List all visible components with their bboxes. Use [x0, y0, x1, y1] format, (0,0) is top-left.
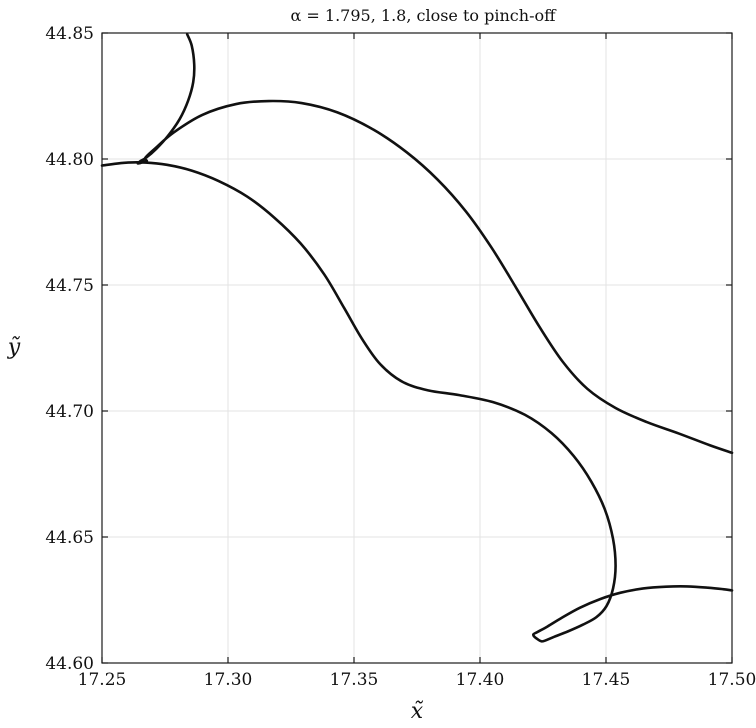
x-axis-label: x̃ [411, 699, 424, 724]
y-tick-label: 44.65 [45, 528, 94, 548]
x-tick-label: 17.50 [708, 670, 756, 690]
y-tick-label: 44.85 [45, 24, 94, 44]
y-tick-label: 44.75 [45, 276, 94, 296]
curves [100, 32, 734, 643]
interface-curve-2 [100, 161, 734, 643]
grid [101, 32, 733, 664]
plot-frame [101, 32, 733, 664]
x-tick-label: 17.25 [78, 670, 127, 690]
ticks [101, 32, 733, 664]
y-axis-label: ỹ [7, 335, 21, 360]
interface-curve-1 [136, 32, 734, 455]
tick-labels: 17.25 17.30 17.35 17.40 17.45 17.50 44.60 44.65… [45, 24, 756, 690]
x-tick-label: 17.40 [456, 670, 505, 690]
x-tick-label: 17.30 [204, 670, 253, 690]
y-tick-label: 44.60 [45, 654, 94, 674]
x-tick-label: 17.45 [582, 670, 631, 690]
y-tick-label: 44.80 [45, 150, 94, 170]
chart-title: α = 1.795, 1.8, close to pinch-off [291, 6, 558, 25]
y-tick-label: 44.70 [45, 402, 94, 422]
x-tick-label: 17.35 [330, 670, 379, 690]
